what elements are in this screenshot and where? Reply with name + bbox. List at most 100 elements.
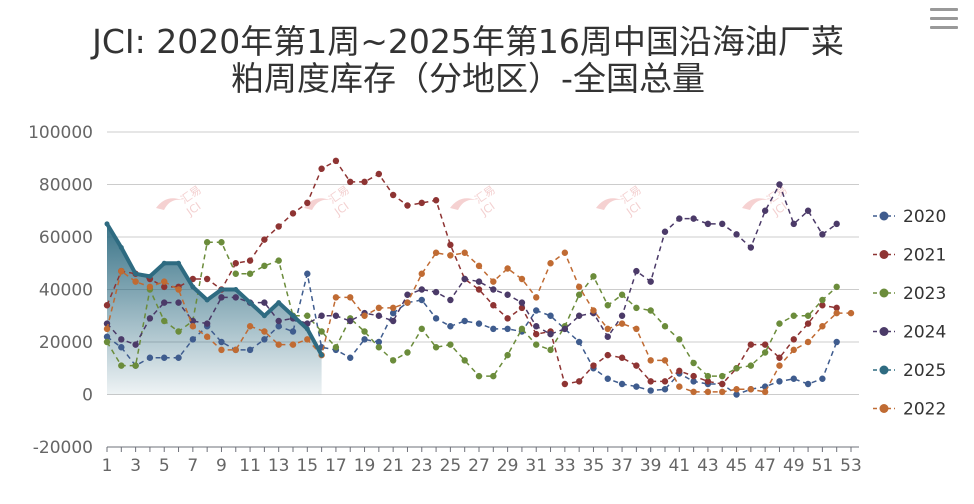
point-2022-wk18 — [347, 294, 354, 301]
point-2022-wk43 — [704, 388, 712, 396]
legend-label: 2023 — [903, 284, 946, 304]
legend-item-2022[interactable]: 2022 — [873, 400, 946, 420]
point-2023-wk25 — [447, 341, 454, 348]
point-2020-wk1 — [103, 333, 111, 340]
menu-icon[interactable] — [930, 8, 958, 30]
point-2023-wk50 — [804, 312, 812, 319]
series-2022 — [103, 249, 855, 396]
legend-label: 2024 — [903, 323, 946, 343]
y-tick-label: 40000 — [39, 281, 93, 301]
point-2024-wk25 — [447, 296, 454, 304]
point-2020-wk37 — [618, 380, 626, 388]
point-2023-wk39 — [647, 307, 654, 314]
point-2024-wk17 — [332, 312, 340, 319]
point-2023-wk21 — [389, 357, 397, 364]
point-2023-wk38 — [633, 304, 640, 312]
x-tick-label: 41 — [668, 456, 690, 476]
point-2024-wk33 — [561, 325, 569, 333]
legend[interactable]: 2020 2021 2023 2024 2025 2022 — [873, 207, 946, 420]
menu-bar — [930, 26, 958, 29]
y-tick-label: 60000 — [39, 228, 93, 248]
point-2021-wk35 — [590, 362, 597, 369]
point-2025-wk4 — [147, 273, 153, 279]
point-2023-wk51 — [819, 296, 826, 304]
point-2025-wk1 — [104, 221, 110, 227]
point-2023-wk19 — [361, 328, 368, 335]
point-2022-wk42 — [690, 388, 697, 396]
x-tick-label: 27 — [468, 456, 490, 476]
point-2024-wk3 — [132, 341, 139, 348]
point-2021-wk49 — [790, 336, 797, 343]
point-2021-wk31 — [533, 330, 540, 338]
series-2023-line — [106, 241, 838, 377]
x-tick-label: 43 — [697, 456, 719, 476]
legend-marker — [879, 404, 889, 413]
point-2022-wk23 — [418, 270, 425, 277]
point-2021-wk38 — [633, 362, 640, 369]
point-2022-wk3 — [132, 278, 139, 285]
legend-item-2025[interactable]: 2025 — [873, 361, 946, 381]
point-2024-wk42 — [690, 215, 697, 222]
point-2020-wk51 — [819, 375, 826, 382]
legend-item-2020[interactable]: 2020 — [873, 207, 946, 227]
point-2023-wk46 — [747, 362, 755, 369]
point-2022-wk2 — [118, 267, 125, 275]
series-2025 — [104, 221, 325, 358]
watermark-logo — [156, 198, 182, 210]
point-2024-wk51 — [819, 231, 826, 238]
x-tick-label: 11 — [239, 456, 261, 476]
menu-bar — [930, 8, 958, 11]
point-2025-wk16 — [319, 352, 325, 358]
point-2023-wk44 — [719, 372, 726, 380]
point-2023-wk47 — [761, 349, 769, 356]
x-tick-label: 23 — [411, 456, 433, 476]
watermark-logo — [450, 198, 476, 210]
point-2024-wk2 — [118, 336, 125, 343]
point-2021-wk34 — [575, 378, 583, 385]
point-2021-wk51 — [819, 302, 826, 309]
point-2025-wk13 — [276, 300, 282, 306]
point-2025-wk7 — [190, 284, 196, 290]
legend-item-2023[interactable]: 2023 — [873, 284, 946, 304]
point-2021-wk29 — [504, 315, 511, 322]
point-2023-wk9 — [218, 239, 225, 246]
point-2021-wk1 — [103, 302, 111, 309]
point-2020-wk48 — [776, 378, 783, 385]
x-tick-label: 49 — [783, 456, 805, 476]
point-2023-wk1 — [103, 338, 111, 346]
point-2020-wk39 — [647, 387, 654, 394]
legend-item-2021[interactable]: 2021 — [873, 246, 946, 266]
point-2024-wk31 — [533, 323, 540, 330]
point-2022-wk21 — [389, 304, 397, 312]
point-2021-wk8 — [203, 275, 211, 283]
point-2023-wk17 — [332, 344, 340, 351]
point-2020-wk11 — [246, 346, 254, 354]
point-2024-wk50 — [804, 207, 812, 214]
legend-marker — [879, 250, 889, 259]
y-tick-label: 80000 — [39, 176, 93, 196]
point-2020-wk18 — [347, 354, 354, 361]
point-2022-wk26 — [461, 249, 468, 256]
point-2021-wk44 — [719, 380, 726, 388]
legend-item-2024[interactable]: 2024 — [873, 323, 946, 343]
series-2025-line — [105, 222, 324, 357]
point-2024-wk34 — [575, 312, 583, 319]
point-2025-wk2 — [118, 245, 124, 250]
point-2022-wk47 — [761, 388, 769, 396]
point-2023-wk30 — [518, 325, 526, 333]
point-2020-wk31 — [533, 307, 540, 314]
point-2022-wk41 — [676, 383, 683, 390]
point-2020-wk5 — [161, 354, 168, 361]
point-2020-wk50 — [804, 380, 812, 388]
point-2022-wk1 — [103, 325, 111, 333]
x-tick-label: 3 — [130, 456, 141, 476]
series-2023 — [103, 239, 840, 380]
point-2024-wk9 — [218, 294, 225, 301]
point-2024-wk22 — [404, 291, 411, 298]
point-2023-wk28 — [490, 372, 497, 380]
point-2023-wk26 — [461, 357, 468, 364]
point-2024-wk21 — [389, 317, 397, 325]
point-2021-wk16 — [318, 165, 325, 172]
point-2021-wk24 — [432, 197, 440, 204]
